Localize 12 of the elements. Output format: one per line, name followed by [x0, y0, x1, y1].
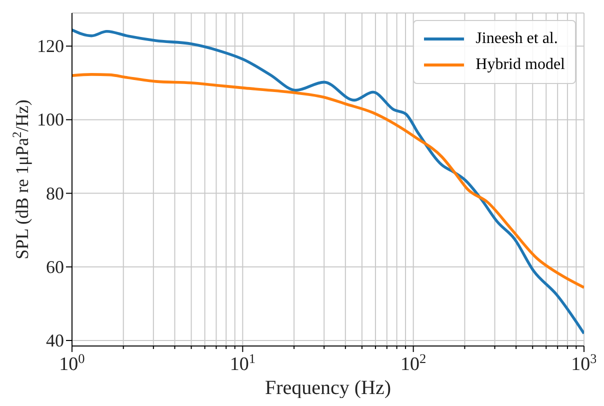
x-tick-label: 10$^{1}$ — [230, 350, 256, 375]
x-tick-label: 10$^{3}$ — [571, 350, 598, 375]
y-tick-label: 80 — [46, 183, 64, 204]
x-axis-title: Frequency (Hz) — [264, 377, 392, 399]
legend-label: Hybrid model — [476, 56, 565, 74]
y-tick-label: 60 — [46, 256, 64, 277]
legend-label: Jineesh et al. — [476, 30, 558, 48]
y-tick-label: 40 — [46, 330, 64, 350]
y-tick-label: 100 — [37, 110, 64, 130]
x-tick-label: 10$^{0}$ — [59, 350, 86, 375]
x-tick-label: 10$^{2}$ — [400, 350, 426, 375]
y-tick-label: 120 — [37, 36, 64, 56]
